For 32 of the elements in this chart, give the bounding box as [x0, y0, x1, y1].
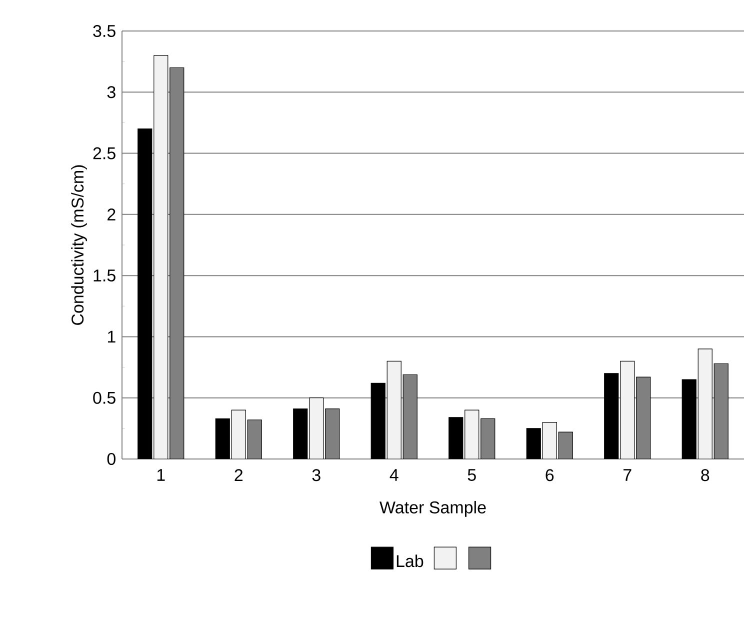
bar: [386, 360, 402, 459]
y-tick-label: 1: [108, 330, 116, 343]
y-tick-label: 0: [107, 452, 116, 466]
bar: [138, 128, 152, 459]
y-tick-label: 0.5: [93, 392, 116, 404]
x-axis-title: Water Sample: [380, 500, 486, 517]
y-tick-label: 1.5: [94, 270, 116, 282]
bar: [247, 420, 262, 459]
bar: [154, 55, 168, 459]
y-tick-label: 3: [107, 86, 116, 98]
bar: [325, 408, 340, 459]
y-tick-label: 2.5: [93, 147, 116, 160]
x-tick-label: 2: [234, 469, 242, 482]
bar: [309, 398, 324, 459]
x-tick-label: 4: [390, 469, 398, 481]
y-tick-label: 2: [108, 208, 116, 220]
bar: [542, 422, 557, 459]
bar: [698, 348, 712, 459]
y-tick-label: 3.5: [93, 24, 116, 38]
x-tick-label: 5: [468, 469, 476, 481]
bar: [231, 410, 246, 459]
bar: [464, 410, 480, 459]
legend-label: Lab: [396, 554, 424, 568]
y-axis-title: Conductivity (mS/cm): [71, 165, 87, 325]
bar: [480, 418, 496, 459]
x-tick-label: 8: [701, 469, 710, 482]
x-tick-label: 7: [624, 469, 632, 481]
x-tick-label: 1: [157, 469, 165, 481]
x-tick-label: 3: [312, 469, 320, 482]
bar: [558, 432, 573, 459]
x-tick-label: 6: [546, 469, 554, 482]
bar: [620, 360, 635, 459]
